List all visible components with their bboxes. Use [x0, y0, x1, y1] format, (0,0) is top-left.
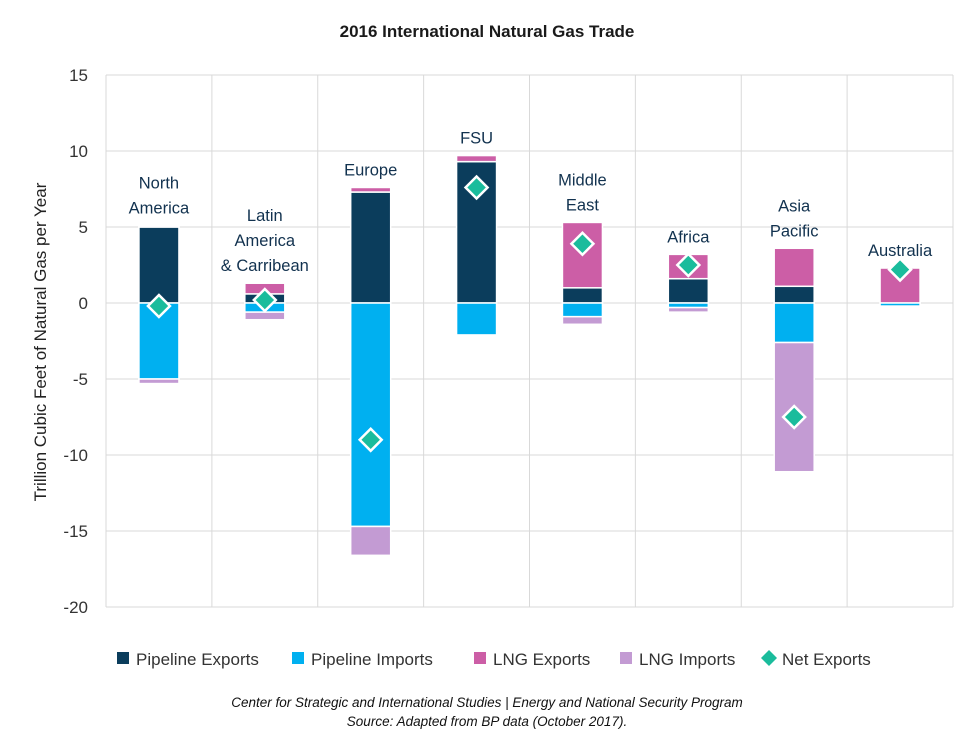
net-export-marker: [252, 287, 278, 313]
bar-pipeline-exports: [349, 191, 392, 304]
legend-swatch-lng-imports: [620, 652, 632, 664]
bar-lng-imports: [667, 306, 710, 313]
net-export-marker: [357, 427, 384, 453]
net-export-marker: [569, 230, 596, 257]
bar-lng-exports: [455, 154, 498, 163]
net-export-marker: [781, 404, 807, 430]
y-tick-label: 10: [69, 142, 88, 161]
footer-source: Source: Adapted from BP data (October 20…: [347, 714, 627, 729]
bar-lng-exports: [349, 186, 392, 193]
category-labels: North America Latin America & Carribean Europ…: [129, 130, 933, 276]
category-label: Africa: [667, 228, 710, 246]
net-export-marker: [675, 252, 702, 278]
bar-lng-exports: [773, 247, 815, 288]
bar-lng-imports: [244, 311, 286, 321]
y-tick-label: 5: [79, 218, 88, 237]
bar-pipeline-imports: [773, 302, 815, 344]
bar-lng-exports: [138, 224, 180, 228]
category-label: FSU: [460, 130, 493, 148]
bar-pipeline-imports: [455, 302, 498, 336]
legend-label: Pipeline Exports: [136, 650, 259, 669]
legend-label: LNG Exports: [493, 650, 590, 669]
legend-swatch-pipeline-exports: [117, 652, 129, 664]
net-export-marker: [463, 174, 490, 201]
category-label: Latin America & Carribean: [221, 207, 309, 275]
net-export-marker: [887, 256, 913, 283]
bar-pipeline-imports: [349, 302, 392, 528]
category-label: North America: [129, 174, 190, 217]
bar-pipeline-imports: [561, 302, 604, 318]
plot-grid: [105, 74, 954, 608]
category-label: Middle East: [558, 171, 607, 214]
category-label: Asia Pacific: [770, 197, 819, 240]
y-tick-label: -20: [63, 598, 88, 617]
bar-pipeline-imports: [879, 302, 921, 307]
bar-pipeline-exports: [138, 226, 180, 304]
legend-label: LNG Imports: [639, 650, 735, 669]
legend-swatch-pipeline-imports: [292, 652, 304, 664]
y-axis-ticks: 15 10 5 0 -5 -10 -15 -20: [63, 66, 88, 617]
y-axis-label: Trillion Cubic Feet of Natural Gas per Y…: [31, 182, 50, 501]
bar-lng-imports: [561, 315, 604, 326]
chart-title: 2016 International Natural Gas Trade: [340, 22, 635, 41]
y-tick-label: -5: [73, 370, 88, 389]
legend-label: Pipeline Imports: [311, 650, 433, 669]
legend-swatch-lng-exports: [474, 652, 486, 664]
bar-lng-imports: [138, 378, 180, 385]
legend-label: Net Exports: [782, 650, 871, 669]
net-export-markers: [146, 174, 913, 453]
bar-lng-imports: [349, 525, 392, 557]
legend-swatch-net-exports: [761, 650, 777, 666]
net-export-marker: [146, 293, 172, 319]
y-tick-label: -10: [63, 446, 88, 465]
bar-pipeline-exports: [561, 287, 604, 304]
y-tick-label: 0: [79, 294, 88, 313]
category-label: Australia: [868, 242, 933, 260]
bar-pipeline-exports: [773, 285, 815, 304]
category-label: Europe: [344, 161, 397, 179]
legend: Pipeline Exports Pipeline Imports LNG Expo…: [117, 650, 871, 669]
footer-credit: Center for Strategic and International S…: [231, 695, 743, 710]
bars: [138, 154, 921, 557]
bar-pipeline-exports: [667, 277, 710, 304]
y-tick-label: -15: [63, 522, 88, 541]
y-tick-label: 15: [69, 66, 88, 85]
